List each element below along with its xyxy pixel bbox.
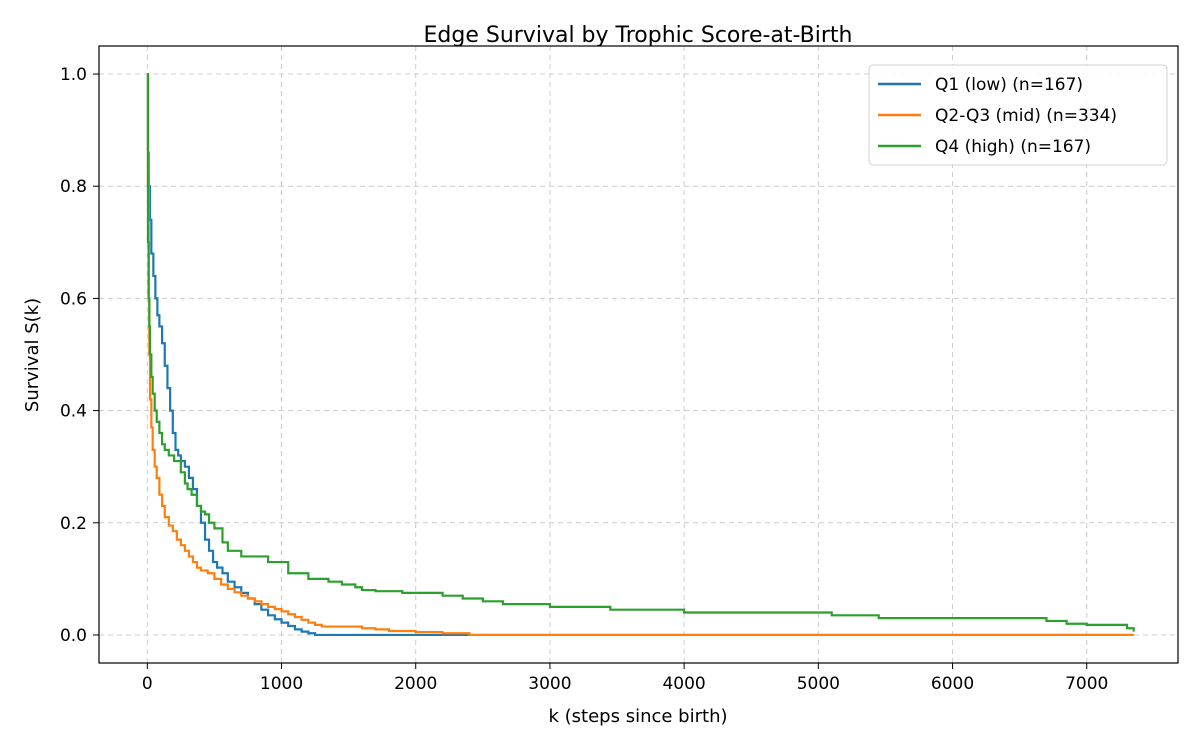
series-line-1	[146, 72, 1134, 637]
y-axis-label: Survival S(k)	[22, 298, 43, 412]
y-tick-label: 0.8	[60, 177, 87, 197]
y-tick-label: 0.2	[60, 514, 87, 534]
x-axis-label: k (steps since birth)	[549, 706, 728, 727]
x-tick-label: 7000	[1065, 674, 1108, 694]
legend-label-3: Q4 (high) (n=167)	[935, 137, 1091, 157]
series-line-2	[146, 72, 1134, 637]
x-tick-label: 6000	[931, 674, 974, 694]
x-tick-label: 1000	[260, 674, 303, 694]
legend: Q1 (low) (n=167) Q2-Q3 (mid) (n=334) Q4 (h…	[868, 64, 1168, 166]
y-ticks: 0.0 0.2 0.4 0.6 0.8 1.0	[60, 65, 99, 646]
series-line-3	[146, 72, 1135, 632]
y-tick-label: 0.4	[60, 402, 87, 422]
legend-label-1: Q1 (low) (n=167)	[935, 75, 1083, 95]
y-tick-label: 0.6	[60, 289, 87, 309]
x-ticks: 0 1000 2000 3000 4000 5000 6000 7000	[142, 663, 1108, 694]
series-group	[146, 72, 1135, 637]
y-tick-label: 0.0	[60, 626, 87, 646]
y-tick-label: 1.0	[60, 65, 87, 85]
legend-label-2: Q2-Q3 (mid) (n=334)	[935, 106, 1117, 126]
x-tick-label: 0	[142, 674, 153, 694]
chart-title: Edge Survival by Trophic Score-at-Birth	[424, 23, 853, 48]
x-tick-label: 5000	[797, 674, 840, 694]
x-tick-label: 3000	[528, 674, 571, 694]
x-tick-label: 2000	[394, 674, 437, 694]
plot-frame	[98, 45, 1179, 664]
legend-box	[868, 64, 1168, 166]
x-tick-label: 4000	[662, 674, 705, 694]
